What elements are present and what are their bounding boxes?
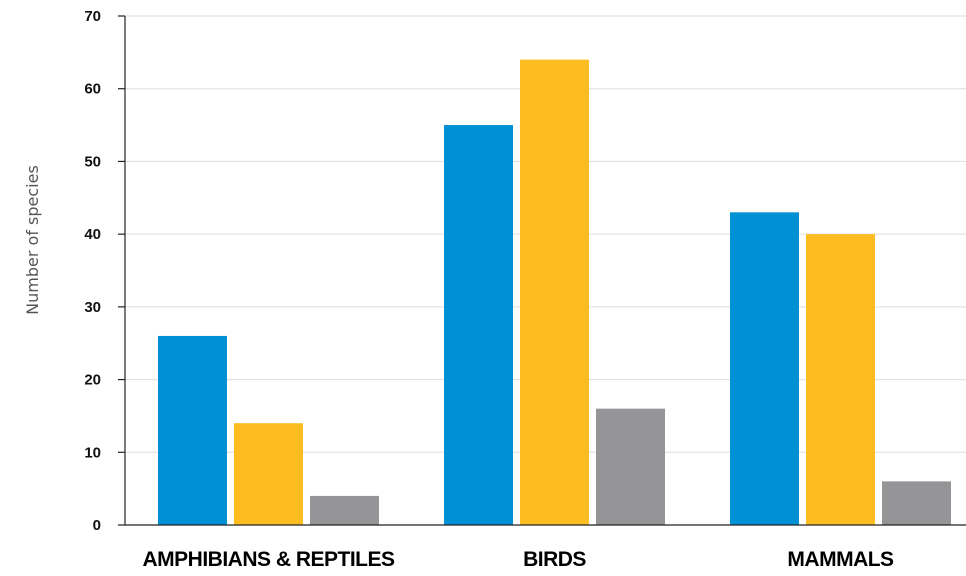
bar: [234, 423, 303, 525]
y-tick-label: 40: [84, 226, 101, 243]
category-label: AMPHIBIANS & REPTILES: [142, 548, 395, 571]
y-ticks: 0 10 20 30 40 50 60 70: [84, 8, 125, 534]
axes: [124, 16, 966, 526]
bar: [444, 125, 513, 526]
bar: [596, 408, 665, 525]
y-tick-label: 70: [84, 8, 101, 25]
category-label: BIRDS: [523, 548, 586, 571]
y-tick-label: 50: [84, 153, 101, 170]
bar: [806, 234, 875, 525]
bar: [882, 481, 951, 525]
bars: [158, 59, 951, 526]
bar: [520, 59, 589, 525]
category-label: MAMMALS: [787, 548, 894, 571]
y-tick-label: 10: [84, 444, 101, 461]
y-tick-label: 20: [84, 372, 101, 389]
bar: [158, 335, 227, 525]
bar: [730, 212, 799, 526]
y-axis-title: Number of species: [23, 165, 42, 315]
y-tick-label: 0: [93, 517, 101, 534]
y-tick-label: 60: [84, 81, 101, 98]
y-tick-label: 30: [84, 299, 101, 316]
category-labels: AMPHIBIANS & REPTILES BIRDS MAMMALS: [142, 548, 894, 571]
bar: [310, 495, 379, 525]
